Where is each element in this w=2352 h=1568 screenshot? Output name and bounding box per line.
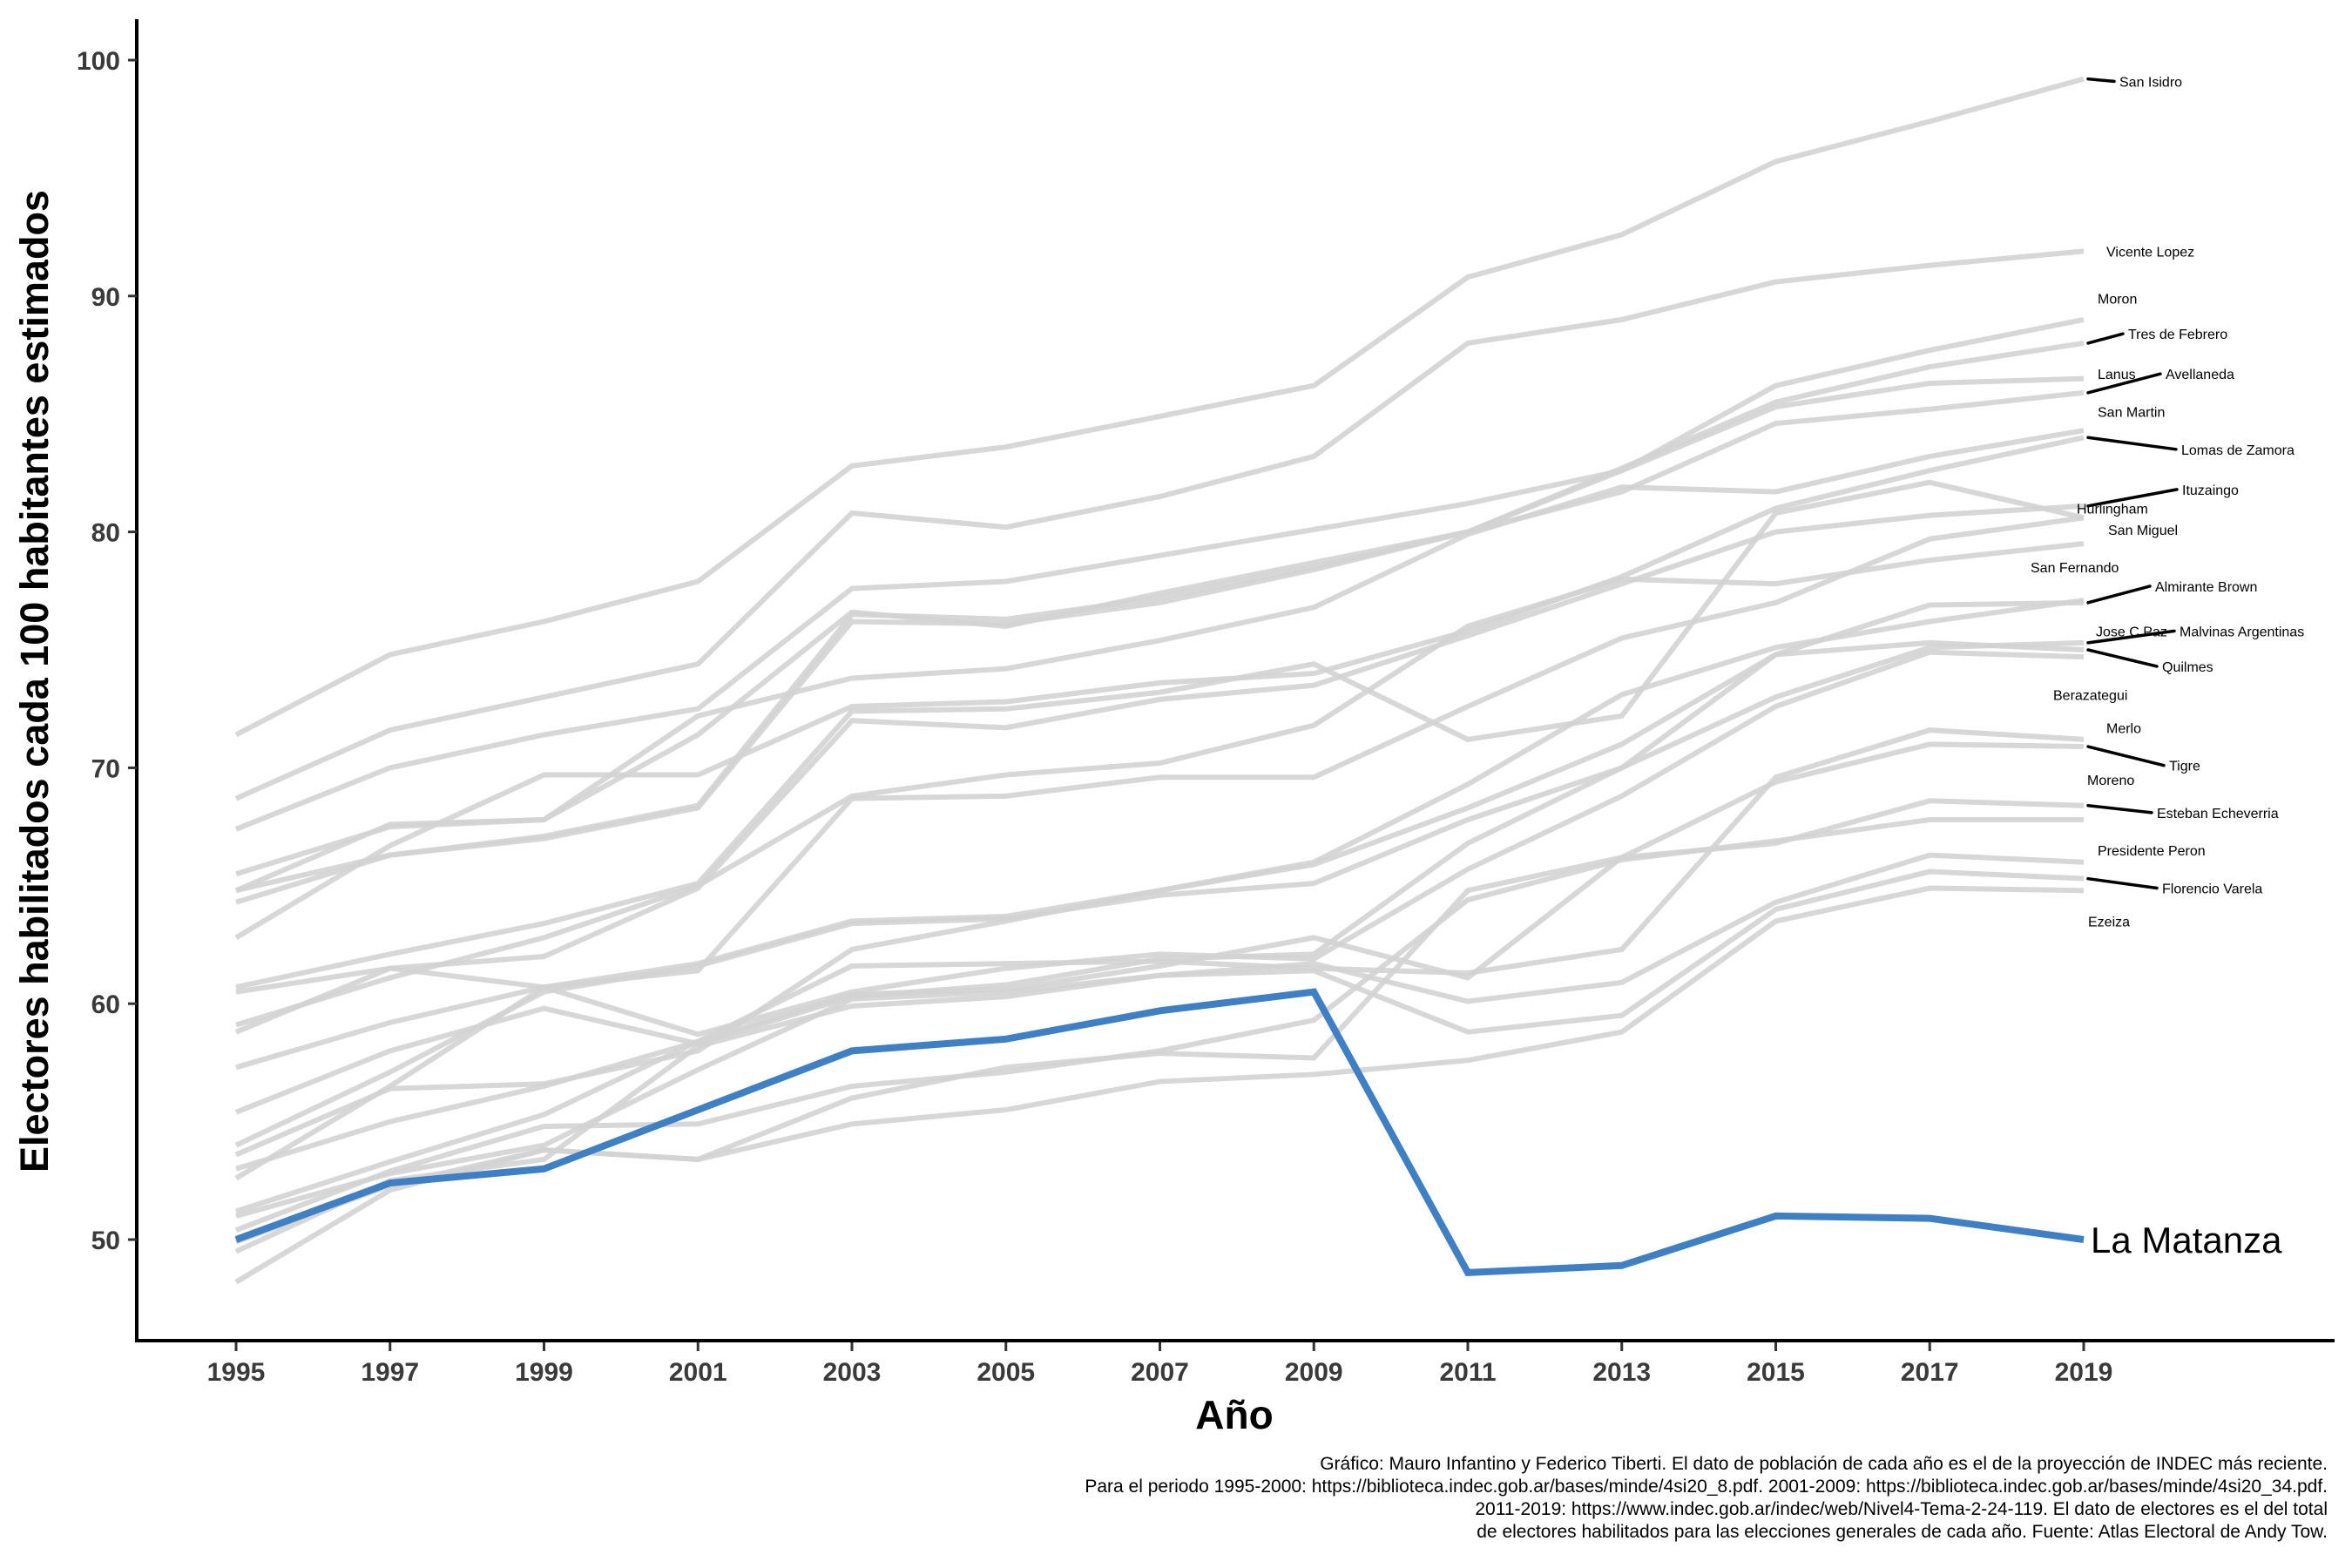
series-label-presidente-peron: Presidente Peron [2098, 844, 2206, 859]
series-line-berazategui [234, 649, 2085, 1181]
caption-line: de electores habilitados para las elecci… [1477, 1522, 2328, 1542]
leader-line-esteban-echeverria [2086, 803, 2153, 814]
series-line-moron [234, 316, 2085, 832]
series-line-san-isidro [234, 76, 2085, 738]
leader-line-quilmes [2086, 648, 2159, 668]
caption: Gráfico: Mauro Infantino y Federico Tibe… [672, 1453, 2328, 1544]
series-line-quilmes [234, 639, 2085, 1148]
series-line-vicente-lopez [234, 248, 2085, 801]
series-line-malvinas-argentinas [234, 639, 2085, 1115]
series-label-florencio-varela: Florencio Varela [2162, 882, 2262, 897]
y-tick-label: 100 [77, 47, 120, 76]
x-tick-label: 2017 [1901, 1358, 1959, 1387]
series-line-esteban-echeverria [234, 798, 2085, 1245]
background-series-lines [234, 76, 2085, 1285]
series-label-jose-c-paz: Jose C Paz [2096, 625, 2167, 639]
series-label-san-isidro: San Isidro [2119, 75, 2182, 90]
series-label-lanus: Lanus [2098, 368, 2136, 382]
caption-line: Gráfico: Mauro Infantino y Federico Tibe… [1320, 1454, 2328, 1474]
series-line-hurlingham [235, 479, 2085, 990]
leader-line-lomas-de-zamora [2086, 436, 2178, 451]
leader-line-avellaneda [2086, 372, 2162, 395]
series-label-vicente-lopez: Vicente Lopez [2106, 245, 2194, 260]
leader-line-ituzaingo [2086, 488, 2179, 508]
series-label-ezeiza: Ezeiza [2088, 915, 2130, 929]
series-label-lomas-de-zamora: Lomas de Zamora [2181, 443, 2295, 458]
x-tick-label: 2009 [1285, 1358, 1343, 1387]
x-tick-label: 2013 [1592, 1358, 1651, 1387]
series-label-san-fernando: San Fernando [2031, 561, 2119, 576]
x-ticks: 1995 1997 1999 2001 2003 2005 2007 2009 2011 2013… [207, 1342, 2113, 1387]
series-label-merlo: Merlo [2106, 721, 2141, 736]
x-tick-label: 1999 [515, 1358, 573, 1387]
leader-line-tres-de-febrero [2086, 332, 2125, 345]
series-label-san-miguel: San Miguel [2108, 524, 2178, 538]
series-line-la-matanza [234, 988, 2085, 1277]
y-tick-label: 60 [91, 990, 120, 1019]
caption-line: Para el periodo 1995-2000: https://bibli… [1085, 1477, 2328, 1497]
leader-line-san-isidro [2086, 77, 2116, 84]
leader-line-malvinas-argentinas [2086, 629, 2176, 645]
x-axis-title: Año [1195, 1392, 1273, 1437]
series-line-ezeiza [234, 885, 2085, 1285]
series-line-lanus [235, 375, 2085, 894]
x-tick-label: 2019 [2055, 1358, 2113, 1387]
series-label-moreno: Moreno [2087, 774, 2134, 788]
series-line-ituzaingo [235, 503, 2085, 995]
x-tick-label: 2001 [669, 1358, 727, 1387]
series-label-tigre: Tigre [2169, 760, 2200, 774]
series-labels: San Isidro Vicente Lopez Moron Tres de Febr… [2031, 75, 2304, 929]
x-tick-label: 2015 [1747, 1358, 1805, 1387]
y-tick-label: 50 [91, 1227, 120, 1255]
series-label-moron: Moron [2098, 293, 2137, 308]
series-line-san-miguel [235, 541, 2085, 1028]
series-label-almirante-brown: Almirante Brown [2155, 580, 2257, 595]
x-tick-label: 2005 [977, 1358, 1035, 1387]
series-line-merlo [235, 727, 2085, 1172]
caption-line: 2011-2019: https://www.indec.gob.ar/inde… [1475, 1499, 2328, 1519]
series-label-berazategui: Berazategui [2053, 688, 2127, 703]
label-leader-lines [2086, 77, 2179, 890]
series-label-la-matanza: La Matanza [2091, 1220, 2282, 1260]
series-label-malvinas-argentinas: Malvinas Argentinas [2180, 625, 2304, 639]
series-label-quilmes: Quilmes [2162, 660, 2213, 675]
y-tick-label: 90 [91, 283, 120, 312]
series-label-ituzaingo: Ituzaingo [2182, 483, 2239, 498]
series-label-esteban-echeverria: Esteban Echeverria [2157, 807, 2279, 821]
y-axis-title: Electores habilitados cada 100 habitante… [12, 190, 57, 1173]
series-line-florencio-varela [234, 868, 2085, 1254]
series-line-lomas-de-zamora [234, 435, 2085, 940]
y-ticks: 50 60 70 80 90 100 [77, 47, 137, 1255]
y-tick-label: 70 [91, 754, 120, 783]
x-tick-label: 1995 [207, 1358, 266, 1387]
highlight-series: La Matanza [234, 988, 2282, 1277]
x-tick-label: 2011 [1439, 1358, 1496, 1387]
series-line-san-martin [234, 428, 2085, 893]
x-tick-label: 2003 [823, 1358, 882, 1387]
x-tick-label: 1997 [361, 1358, 419, 1387]
leader-line-florencio-varela [2086, 876, 2159, 890]
leader-line-tigre [2086, 745, 2166, 767]
axes [135, 19, 2335, 1342]
series-label-avellaneda: Avellaneda [2166, 368, 2234, 382]
series-label-hurlingham: Hurlingham [2077, 503, 2148, 517]
leader-line-almirante-brown [2086, 585, 2152, 605]
series-label-tres-de-febrero: Tres de Febrero [2128, 328, 2227, 342]
series-label-san-martin: San Martin [2098, 405, 2165, 420]
series-line-avellaneda [235, 389, 2085, 905]
y-tick-label: 80 [91, 519, 120, 548]
x-tick-label: 2007 [1131, 1358, 1189, 1387]
series-line-tigre [235, 741, 2085, 1214]
